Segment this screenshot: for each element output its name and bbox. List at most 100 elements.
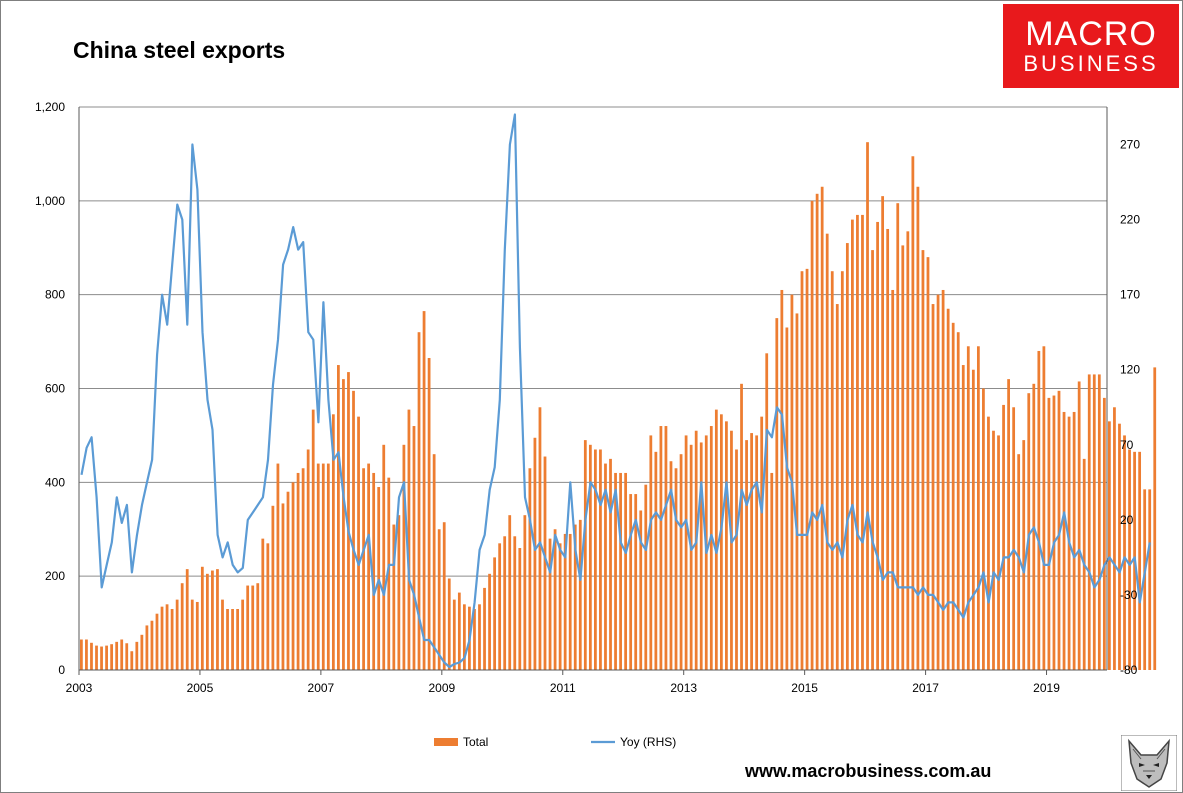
total-bar: [523, 515, 527, 670]
total-bar: [1017, 454, 1021, 670]
total-bar: [200, 566, 204, 670]
total-bar: [1113, 407, 1116, 670]
total-bar: [110, 644, 114, 670]
left-axis-tick-label: 0: [58, 663, 65, 677]
total-bar: [775, 318, 779, 670]
total-bar: [719, 414, 723, 670]
x-axis-tick-label: 2019: [1033, 681, 1060, 695]
total-bar: [634, 494, 638, 670]
total-bar: [861, 214, 864, 671]
total-bar: [714, 409, 718, 670]
total-bar: [397, 515, 401, 670]
total-bar: [1118, 423, 1121, 670]
total-bar: [750, 433, 753, 670]
total-bar: [624, 472, 628, 670]
total-bar: [155, 613, 159, 670]
total-bar: [231, 609, 234, 670]
total-bar: [825, 233, 829, 671]
total-bar: [1077, 381, 1081, 670]
total-bar: [140, 634, 144, 670]
total-bar: [871, 250, 874, 671]
total-bar: [205, 573, 209, 670]
total-bar: [936, 294, 940, 670]
total-bar: [442, 522, 446, 670]
total-bar: [987, 416, 990, 670]
left-axis-tick-label: 200: [45, 569, 65, 583]
total-bar: [135, 641, 139, 670]
total-bar: [982, 388, 985, 670]
total-bar: [447, 578, 451, 670]
total-bar: [689, 444, 693, 670]
total-bar: [175, 599, 179, 670]
total-bar: [503, 536, 507, 670]
total-bar: [1128, 449, 1131, 670]
total-bar: [856, 214, 859, 671]
total-bar: [452, 599, 456, 670]
total-bar: [543, 456, 547, 670]
total-bar: [311, 409, 315, 670]
total-bar: [805, 268, 809, 670]
right-axis-tick-label: -30: [1120, 588, 1138, 602]
total-bars: [80, 142, 1157, 671]
total-bar: [125, 643, 129, 670]
total-bar: [392, 524, 396, 670]
site-url[interactable]: www.macrobusiness.com.au: [745, 761, 992, 781]
total-bar: [306, 449, 310, 670]
total-bar: [563, 533, 567, 670]
legend: Total Yoy (RHS): [434, 735, 676, 749]
total-bar: [891, 289, 895, 670]
total-bar: [190, 599, 194, 670]
left-axis-tick-label: 400: [45, 475, 65, 489]
total-bar: [513, 536, 517, 670]
total-bar: [619, 472, 622, 670]
total-bar: [221, 599, 224, 670]
total-bar: [800, 271, 804, 670]
total-bar: [765, 353, 769, 670]
total-bar: [548, 538, 552, 670]
total-bar: [971, 369, 975, 670]
right-axis-tick-label: -80: [1120, 663, 1138, 677]
total-bar: [594, 449, 597, 670]
total-bar: [1108, 421, 1111, 670]
total-bar: [1072, 411, 1076, 670]
total-bar: [115, 641, 119, 670]
total-bar: [997, 435, 1000, 670]
total-bar: [588, 444, 592, 670]
total-bar: [95, 645, 98, 670]
total-bar: [649, 435, 653, 670]
total-bar: [372, 472, 376, 670]
total-bar: [256, 583, 260, 670]
total-bar: [664, 426, 668, 670]
x-axis-tick-label: 2017: [912, 681, 939, 695]
total-bar: [478, 604, 481, 670]
total-bar: [236, 609, 239, 670]
total-bar: [427, 358, 431, 670]
legend-label-yoy: Yoy (RHS): [620, 735, 676, 749]
total-bar: [216, 569, 219, 670]
total-bar: [674, 468, 678, 670]
total-bar: [553, 529, 557, 670]
total-bar: [735, 449, 738, 670]
total-bar: [684, 435, 688, 670]
total-bar: [931, 304, 935, 670]
total-bar: [251, 585, 255, 670]
total-bar: [770, 472, 774, 670]
total-bar: [578, 519, 582, 670]
total-bar: [120, 639, 124, 670]
total-bar: [402, 444, 406, 670]
total-bar: [347, 372, 350, 670]
total-bar: [1022, 440, 1026, 670]
total-bar: [795, 313, 799, 670]
macrobusiness-logo: MACRO BUSINESS: [1003, 4, 1179, 88]
total-bar: [90, 642, 93, 670]
total-bar: [1042, 346, 1046, 670]
wolf-mascot-icon: [1121, 735, 1177, 791]
total-bar: [669, 461, 673, 670]
total-bar: [165, 604, 169, 670]
total-bar: [760, 416, 764, 670]
total-bar: [992, 430, 995, 670]
logo-line-2: BUSINESS: [1023, 51, 1159, 76]
x-axis-tick-label: 2015: [791, 681, 818, 695]
total-bar: [730, 430, 733, 670]
total-bar: [876, 221, 879, 670]
